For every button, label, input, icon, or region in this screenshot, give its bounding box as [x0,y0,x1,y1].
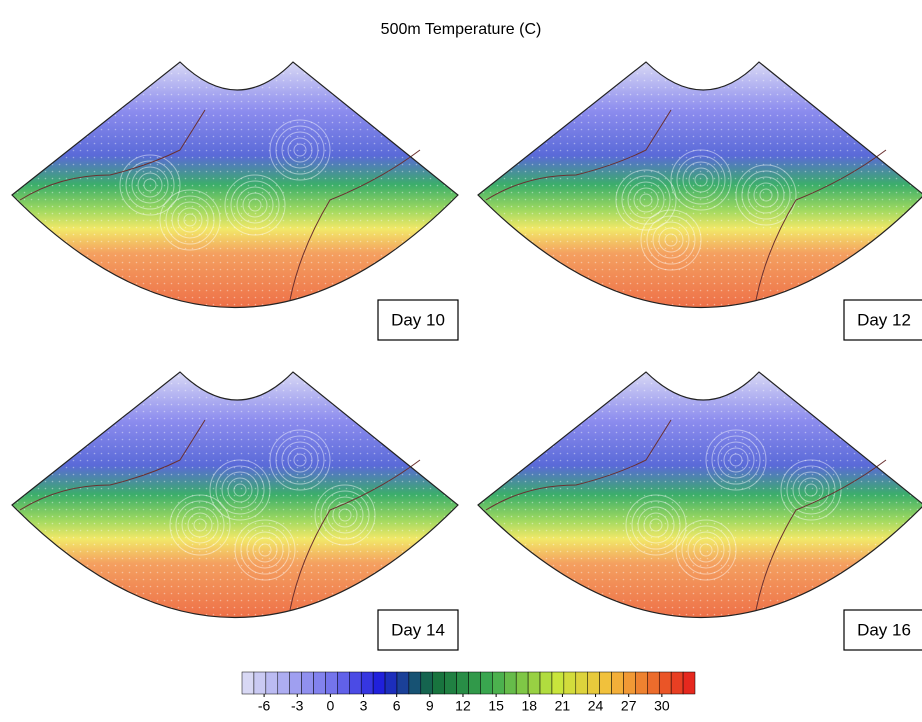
colorbar-tick-label: 21 [555,698,571,714]
colorbar-box [457,672,469,694]
colorbar-box [337,672,349,694]
colorbar-box [445,672,457,694]
wind-vectors [478,372,922,618]
colorbar-box [659,672,671,694]
panel-label: Day 14 [391,620,445,639]
figure: 500m Temperature (C) Day 10Day 12Day 14D… [0,0,922,722]
colorbar-tick-label: 12 [455,698,471,714]
colorbar-box [314,672,326,694]
colorbar-tick-label: 15 [488,698,504,714]
colorbar-box [290,672,302,694]
panel-label: Day 16 [857,620,911,639]
colorbar-box [635,672,647,694]
colorbar-box [242,672,254,694]
figure-title: 500m Temperature (C) [381,21,542,38]
map-panel: Day 16 [478,372,922,650]
colorbar-box [492,672,504,694]
colorbar: -6 -3 0 3 6 9 12 15 18 21 24 27 30 [242,672,695,714]
colorbar-tick-label: 24 [588,698,604,714]
colorbar-box [480,672,492,694]
colorbar-box [302,672,314,694]
colorbar-box [683,672,695,694]
colorbar-tick-label: -3 [291,698,304,714]
colorbar-box [504,672,516,694]
colorbar-tick-label: -6 [258,698,271,714]
colorbar-box [433,672,445,694]
colorbar-box [254,672,266,694]
panel-label: Day 10 [391,310,445,329]
wind-vectors [478,62,922,308]
colorbar-box [469,672,481,694]
colorbar-box [516,672,528,694]
colorbar-box [623,672,635,694]
panel-label: Day 12 [857,310,911,329]
colorbar-box [647,672,659,694]
colorbar-box [266,672,278,694]
colorbar-box [576,672,588,694]
colorbar-tick-label: 0 [326,698,334,714]
colorbar-box [349,672,361,694]
colorbar-box [540,672,552,694]
colorbar-box [552,672,564,694]
map-panel: Day 10 [12,62,458,340]
colorbar-box [409,672,421,694]
map-panel: Day 12 [478,62,922,340]
colorbar-box [278,672,290,694]
colorbar-box [528,672,540,694]
colorbar-box [588,672,600,694]
colorbar-tick-label: 18 [521,698,537,714]
colorbar-box [600,672,612,694]
colorbar-tick-label: 3 [360,698,368,714]
colorbar-box [421,672,433,694]
colorbar-box [564,672,576,694]
colorbar-box [612,672,624,694]
wind-vectors [12,62,458,308]
colorbar-tick-label: 27 [621,698,637,714]
panels: Day 10 Day 12 Day 14 Day 16 [12,62,922,650]
colorbar-tick-label: 30 [654,698,670,714]
map-panel: Day 14 [12,372,458,650]
colorbar-tick-label: 9 [426,698,434,714]
colorbar-box [361,672,373,694]
colorbar-box [325,672,337,694]
colorbar-box [397,672,409,694]
colorbar-box [671,672,683,694]
colorbar-box [373,672,385,694]
colorbar-box [385,672,397,694]
colorbar-tick-label: 6 [393,698,401,714]
wind-vectors [12,372,458,618]
